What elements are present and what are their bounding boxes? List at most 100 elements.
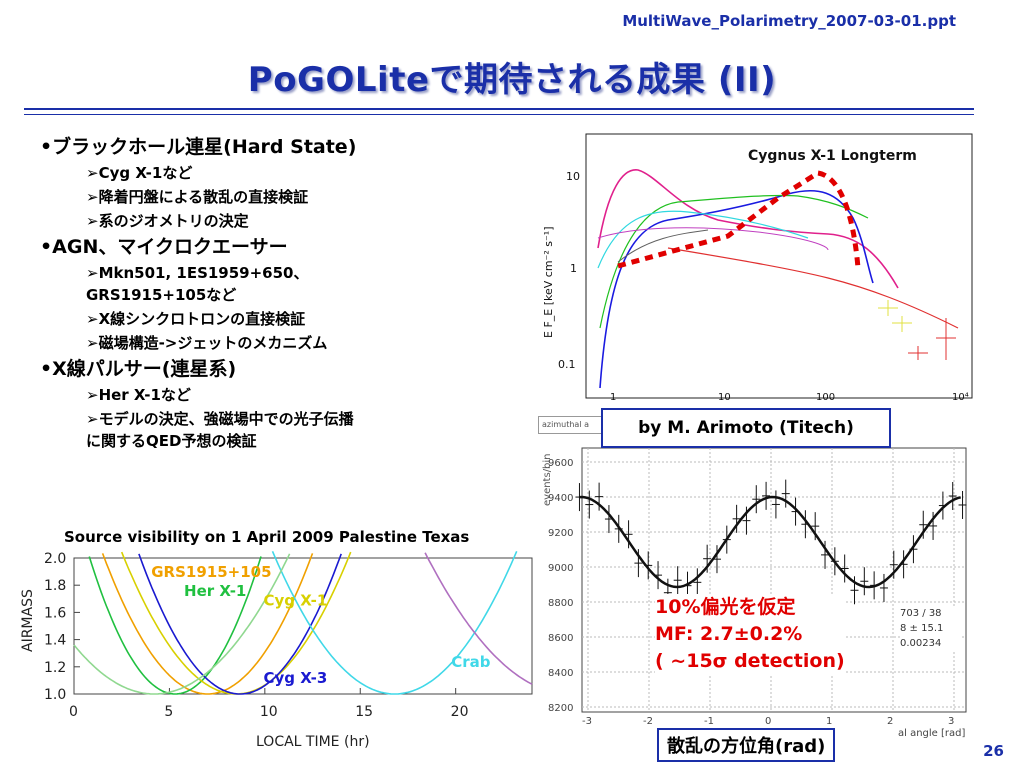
modulation-ytick: 9200	[548, 528, 573, 539]
modulation-xticks: -3 -2 -1 0 1 2 3	[582, 716, 954, 727]
visibility-xtick: 5	[164, 704, 173, 720]
spectrum-curve-grey	[617, 229, 709, 263]
spectrum-xtick: 10	[718, 392, 731, 403]
modulation-xtick: -1	[704, 716, 714, 727]
modulation-ytick: 9000	[548, 563, 573, 574]
visibility-ytick: 1.0	[44, 687, 66, 703]
visibility-series-label: Crab	[451, 653, 491, 671]
sub-bullet-item: ➢Cyg X-1など	[86, 164, 193, 182]
spectrum-red-points	[908, 318, 956, 360]
modulation-ytick: 8200	[548, 703, 573, 714]
fit-stats-box: 703 / 38 8 ± 15.1 0.00234	[900, 606, 962, 651]
spectrum-ytick: 1	[570, 262, 577, 275]
modulation-xlabel-fragment: al angle [rad]	[898, 728, 965, 739]
file-name: MultiWave_Polarimetry_2007-03-01.ppt	[622, 12, 956, 30]
visibility-axes: 1.0 1.2 1.4 1.6 1.8 2.0 0 5 10 15 20	[44, 551, 468, 720]
title-rule	[24, 108, 974, 110]
spectrum-curve-purple	[597, 227, 829, 251]
modulation-xtick: 1	[826, 716, 832, 727]
spectrum-background	[528, 128, 974, 404]
spectrum-curve-blue	[599, 189, 874, 389]
sub-bullet-item: GRS1915+105など	[86, 286, 237, 304]
bullet-item: •X線パルサー(連星系)	[40, 358, 237, 380]
spectrum-curve-magenta	[597, 169, 899, 289]
modulation-yticks: 9600 9400 9200 9000 8800 8600 8400 8200	[548, 458, 573, 714]
bullet-item: •ブラックホール連星(Hard State)	[40, 136, 357, 158]
spectrum-yellow-points	[878, 300, 912, 332]
spectrum-ylabel: E F_E [keV cm⁻² s⁻¹]	[542, 227, 555, 339]
visibility-xtick: 10	[260, 704, 278, 720]
modulation-xtick: 0	[765, 716, 771, 727]
bullet-list: •ブラックホール連星(Hard State) ➢Cyg X-1など ➢降着円盤による…	[40, 136, 530, 456]
spectrum-frame	[585, 133, 973, 399]
spectrum-xtick: 10⁴	[952, 392, 969, 403]
fit-stat: 8 ± 15.1	[900, 623, 944, 634]
scatter-angle-label: 散乱の方位角(rad)	[657, 728, 836, 762]
visibility-frame	[73, 557, 533, 695]
visibility-xtick: 20	[451, 704, 469, 720]
spectrum-ytick: 10	[566, 170, 580, 183]
modulation-ytick: 8800	[548, 598, 573, 609]
modulation-xtick: -2	[643, 716, 653, 727]
spectrum-xtick: 100	[816, 392, 835, 403]
sub-bullet-item: に関するQED予想の検証	[86, 432, 257, 450]
sub-bullet-item: ➢Her X-1など	[86, 386, 191, 404]
visibility-series-line	[101, 553, 314, 695]
visibility-series-label: GRS1915+105	[151, 563, 271, 581]
spectrum-title: Cygnus X-1 Longterm	[748, 148, 917, 164]
visibility-ytick: 1.8	[44, 578, 66, 594]
visibility-series-line	[138, 553, 342, 695]
modulation-xtick: -3	[582, 716, 592, 727]
spectrum-ytick: 0.1	[558, 358, 576, 371]
annotation-line: MF: 2.7±0.2%	[655, 623, 803, 645]
spectrum-xtick: 1	[610, 392, 616, 403]
visibility-xtick: 0	[69, 704, 78, 720]
modulation-xtick: 2	[887, 716, 893, 727]
credit-box: by M. Arimoto (Titech)	[601, 408, 891, 448]
modulation-fit-curve	[579, 495, 962, 589]
modulation-ytick: 9600	[548, 458, 573, 469]
modulation-frame	[581, 447, 967, 713]
spectrum-curve-red	[667, 247, 959, 329]
sub-bullet-item: ➢モデルの決定、強磁場中での光子伝播	[86, 410, 354, 428]
visibility-series-line	[271, 550, 518, 695]
visibility-xtick: 15	[355, 704, 373, 720]
visibility-series-line	[424, 552, 533, 685]
visibility-chart: 1.0 1.2 1.4 1.6 1.8 2.0 0 5 10 15 20 GRS1915+105He…	[20, 550, 533, 750]
visibility-series-line	[73, 553, 291, 695]
visibility-series-label: Cyg X-3	[264, 669, 328, 687]
visibility-series-label: Cyg X-1	[264, 592, 328, 610]
spectrum-curve-green	[599, 194, 869, 329]
modulation-ylabel: events/bin	[542, 453, 553, 506]
title-rule-thin	[24, 114, 974, 115]
visibility-ytick: 1.2	[44, 660, 66, 676]
bullet-item: •AGN、マイクロクエーサー	[40, 236, 288, 258]
sub-bullet-item: ➢系のジオメトリの決定	[86, 212, 249, 230]
annotation-line: ( ~15σ detection)	[655, 650, 845, 672]
sub-bullet-item: ➢降着円盤による散乱の直接検証	[86, 188, 309, 206]
visibility-series-line	[88, 556, 262, 695]
visibility-ytick: 1.6	[44, 605, 66, 621]
visibility-ytick: 1.4	[44, 633, 66, 649]
visibility-ytick: 2.0	[44, 551, 66, 567]
fit-stat: 703 / 38	[900, 608, 942, 619]
modulation-xtick: 3	[948, 716, 954, 727]
sub-bullet-item: ➢X線シンクロトロンの直接検証	[86, 310, 306, 328]
fit-stat: 0.00234	[900, 638, 942, 649]
page-number: 26	[983, 742, 1004, 760]
visibility-series-label: Her X-1	[184, 582, 246, 600]
annotation-line: 10%偏光を仮定	[655, 596, 796, 618]
azimuthal-label: azimuthal a	[538, 416, 605, 434]
cygx1-spectrum-figure: Cygnus X-1 Longterm E F_E [keV cm⁻² s⁻¹]…	[528, 128, 974, 404]
modulation-ytick: 9400	[548, 493, 573, 504]
sub-bullet-item: ➢Mkn501, 1ES1959+650、	[86, 264, 309, 282]
modulation-ytick: 8400	[548, 668, 573, 679]
visibility-chart-title: Source visibility on 1 April 2009 Palest…	[64, 528, 470, 546]
modulation-ytick: 8600	[548, 633, 573, 644]
sub-bullet-item: ➢磁場構造->ジェットのメカニズム	[86, 334, 328, 352]
visibility-xlabel: LOCAL TIME (hr)	[256, 734, 370, 750]
slide-title: PoGOLiteで期待される成果 (II)	[247, 60, 777, 100]
visibility-ylabel: AIRMASS	[20, 589, 36, 652]
visibility-series	[73, 550, 533, 695]
